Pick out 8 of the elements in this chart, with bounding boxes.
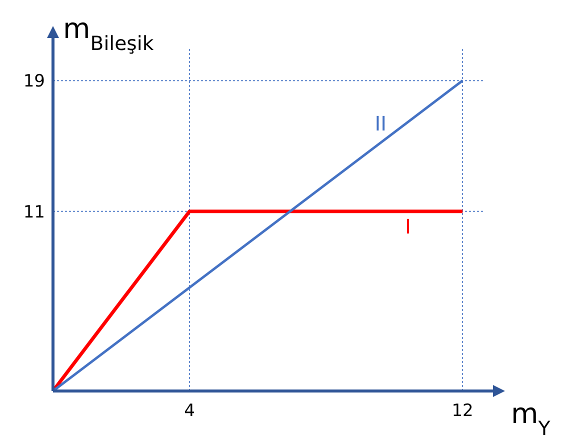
series-label: I [404,214,411,238]
y-tick-label: 19 [23,72,45,92]
x-tick-label: 4 [184,401,195,421]
series-label: II [374,112,387,136]
x-axis-title: m$_{Y}$ [511,397,550,440]
y-axis-title: m$_{Bileşik}$ [63,12,154,54]
y-tick-label: 11 [23,202,45,222]
x-tick-label: 12 [452,401,474,421]
